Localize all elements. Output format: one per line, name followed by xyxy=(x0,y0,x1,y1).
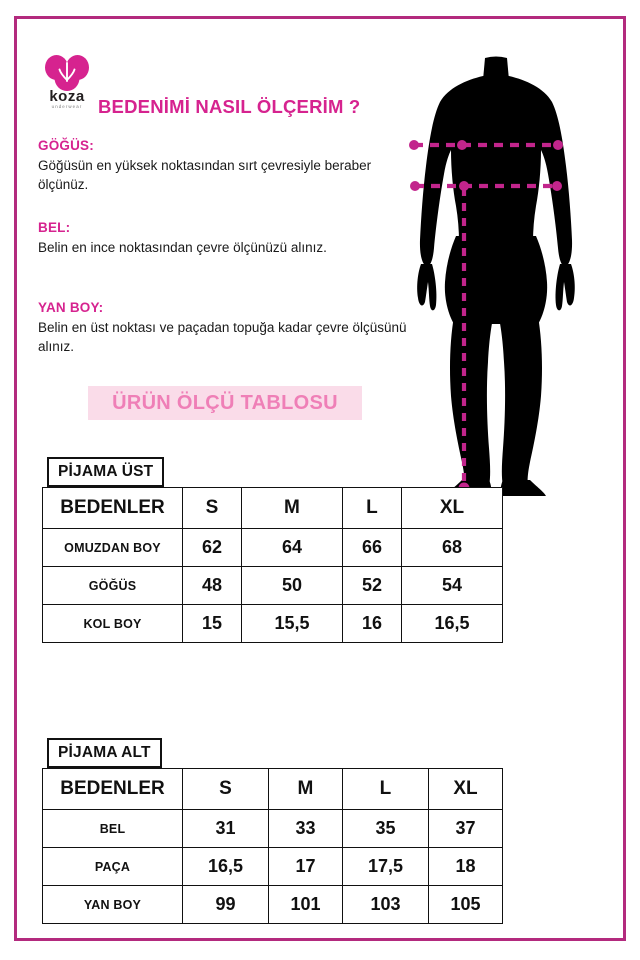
table-cell: 33 xyxy=(267,809,343,848)
table-cell: 16 xyxy=(341,604,402,643)
table-tag-pijama-alt: PİJAMA ALT xyxy=(47,738,162,768)
header-cell: XL xyxy=(427,768,504,810)
header-cell: S xyxy=(182,768,269,810)
measurement-body: Belin en ince noktasından çevre ölçünüzü… xyxy=(38,240,327,255)
header-cell: XL xyxy=(400,487,504,529)
table-cell: 18 xyxy=(427,847,504,886)
measurement-body: Belin en üst noktası ve paçadan topuğa k… xyxy=(38,320,407,354)
table-header-row: BEDENLER S M L XL xyxy=(42,768,504,810)
table-cell: 17,5 xyxy=(341,847,429,886)
table-cell: 101 xyxy=(267,885,343,924)
page-title: BEDENİMİ NASIL ÖLÇERİM ? xyxy=(98,96,361,117)
header-cell: M xyxy=(240,487,343,529)
table-cell: 17 xyxy=(267,847,343,886)
brand-logo: koza underwear xyxy=(36,54,98,112)
measurement-title: YAN BOY: xyxy=(38,300,104,315)
table-cell: 66 xyxy=(341,528,402,567)
table-cell: 37 xyxy=(427,809,504,848)
table-cell: 62 xyxy=(182,528,242,567)
table-tag-pijama-ust: PİJAMA ÜST xyxy=(47,457,165,487)
brand-tagline: underwear xyxy=(51,104,83,109)
row-label: PAÇA xyxy=(42,847,183,886)
koza-cocoon-logo-icon xyxy=(44,54,90,92)
table-cell: 15,5 xyxy=(240,604,343,643)
table-cell: 16,5 xyxy=(400,604,504,643)
table-cell: 31 xyxy=(182,809,269,848)
table-cell: 64 xyxy=(240,528,343,567)
table-cell: 68 xyxy=(400,528,504,567)
table-cell: 99 xyxy=(182,885,269,924)
table-cell: 50 xyxy=(240,566,343,605)
measurement-block-chest: GÖĞÜS: Göğüsün en yüksek noktasından sır… xyxy=(38,138,408,194)
header-cell: BEDENLER xyxy=(42,768,183,810)
header-cell: L xyxy=(341,768,429,810)
row-label: KOL BOY xyxy=(42,604,183,643)
table-header-row: BEDENLER S M L XL xyxy=(42,487,504,529)
measurement-body: Göğüsün en yüksek noktasından sırt çevre… xyxy=(38,158,372,192)
table-row: YAN BOY 99 101 103 105 xyxy=(42,885,504,924)
row-label: BEL xyxy=(42,809,183,848)
header-cell: M xyxy=(267,768,343,810)
table-cell: 35 xyxy=(341,809,429,848)
table-tag-label: PİJAMA ÜST xyxy=(58,463,154,480)
header-cell: S xyxy=(182,487,242,529)
size-table-pijama-ust: BEDENLER S M L XL OMUZDAN BOY 62 64 66 6… xyxy=(42,487,504,643)
table-cell: 52 xyxy=(341,566,402,605)
table-row: KOL BOY 15 15,5 16 16,5 xyxy=(42,604,504,643)
table-cell: 15 xyxy=(182,604,242,643)
measurement-block-side-length: YAN BOY: Belin en üst noktası ve paçadan… xyxy=(38,300,408,356)
row-label: GÖĞÜS xyxy=(42,566,183,605)
table-cell: 103 xyxy=(341,885,429,924)
measurement-block-waist: BEL: Belin en ince noktasından çevre ölç… xyxy=(38,220,408,257)
table-tag-label: PİJAMA ALT xyxy=(58,744,151,761)
table-cell: 54 xyxy=(400,566,504,605)
size-table-pijama-alt: BEDENLER S M L XL BEL 31 33 35 37 PAÇA 1… xyxy=(42,768,504,924)
table-cell: 105 xyxy=(427,885,504,924)
row-label: OMUZDAN BOY xyxy=(42,528,183,567)
table-row: BEL 31 33 35 37 xyxy=(42,809,504,848)
table-row: OMUZDAN BOY 62 64 66 68 xyxy=(42,528,504,567)
header-cell: BEDENLER xyxy=(42,487,183,529)
female-body-silhouette xyxy=(396,50,596,498)
measurement-title: GÖĞÜS: xyxy=(38,138,94,153)
table-cell: 48 xyxy=(182,566,242,605)
product-size-table-banner: ÜRÜN ÖLÇÜ TABLOSU xyxy=(88,386,362,420)
banner-label: ÜRÜN ÖLÇÜ TABLOSU xyxy=(112,391,338,414)
row-label: YAN BOY xyxy=(42,885,183,924)
measurement-title: BEL: xyxy=(38,220,71,235)
table-row: PAÇA 16,5 17 17,5 18 xyxy=(42,847,504,886)
brand-wordmark: koza xyxy=(49,88,85,105)
table-row: GÖĞÜS 48 50 52 54 xyxy=(42,566,504,605)
header-cell: L xyxy=(341,487,402,529)
table-cell: 16,5 xyxy=(182,847,269,886)
